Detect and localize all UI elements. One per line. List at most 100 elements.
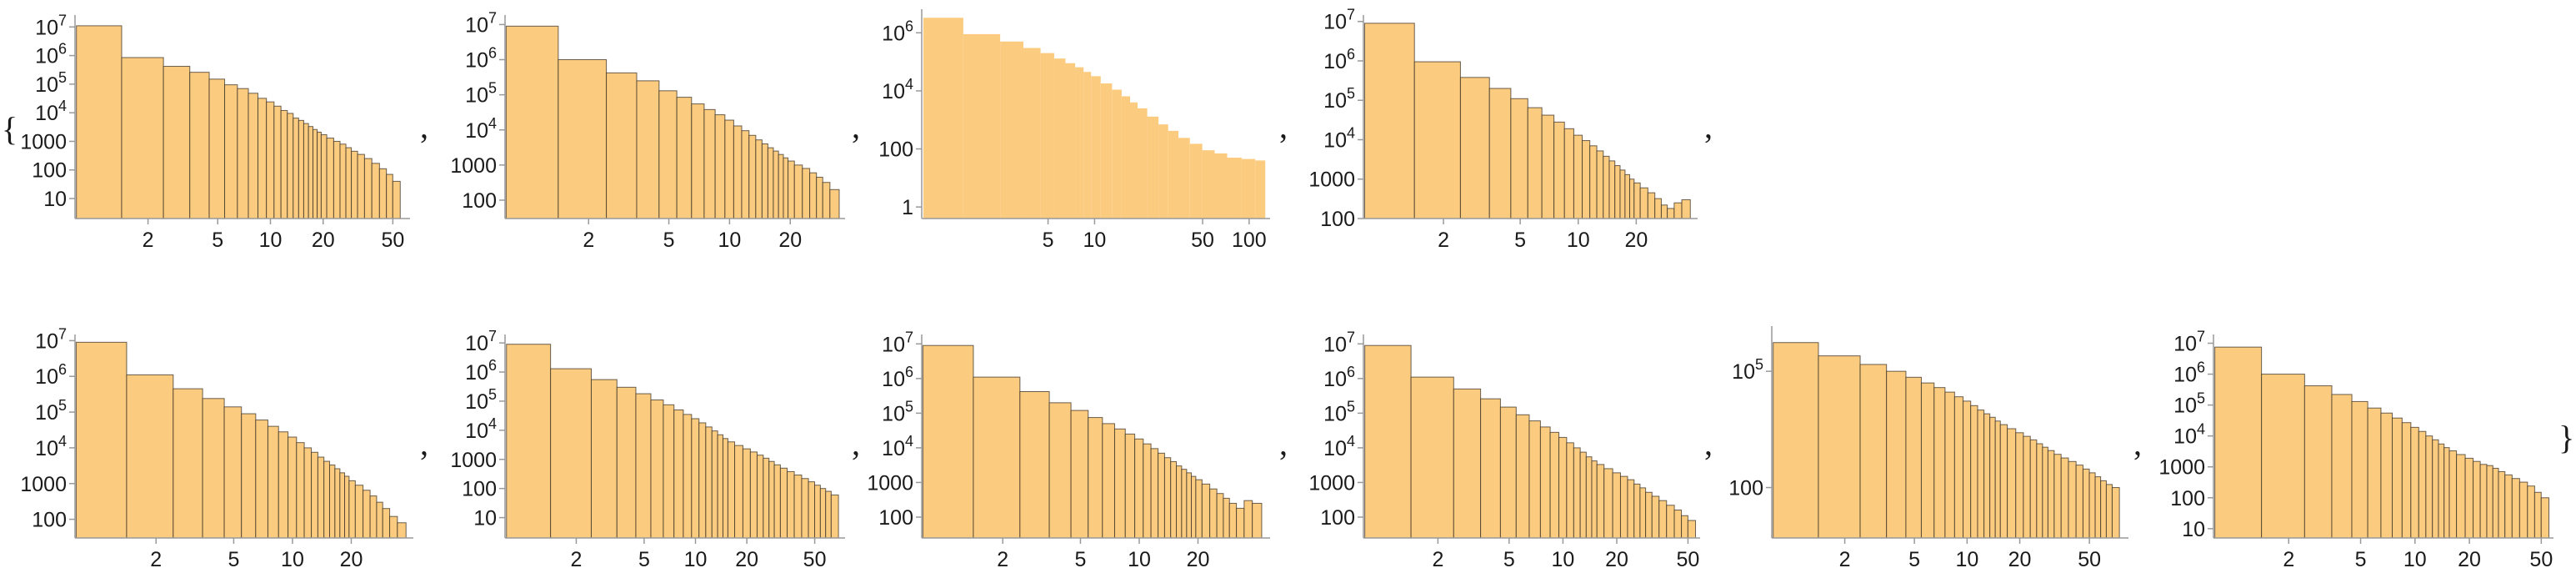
x-tick-label: 50 — [381, 229, 404, 252]
histogram-bar — [1673, 202, 1683, 219]
y-tick-label: 1000 — [450, 449, 497, 472]
histogram-bar — [2094, 476, 2102, 539]
x-tick-label: 20 — [735, 548, 758, 571]
x-tick-label: 5 — [2355, 548, 2367, 571]
histogram-bar — [590, 379, 618, 539]
histogram-bar — [313, 128, 318, 219]
histogram-plot: 2 5 10 20 100 1000 104 105 106 107 — [20, 325, 413, 571]
histogram-bar — [2047, 450, 2055, 539]
histogram-bar — [724, 119, 734, 219]
histogram-bar — [2443, 447, 2450, 539]
list-close-brace: } — [2558, 419, 2574, 456]
histogram-bar — [2486, 465, 2493, 539]
y-tick-label: 100 — [32, 509, 67, 532]
histogram-bar — [1566, 442, 1574, 539]
histogram-bar — [767, 147, 774, 219]
histogram-bar — [2380, 412, 2393, 539]
histogram-bar — [1134, 438, 1144, 539]
histogram-bar — [389, 515, 398, 539]
histogram-bar — [698, 422, 707, 539]
histogram-bar — [1859, 364, 1888, 539]
histogram-bar — [1236, 507, 1245, 539]
y-tick-label: 106 — [882, 18, 913, 45]
histogram-bar — [1970, 405, 1978, 539]
x-tick-label: 2 — [143, 229, 154, 252]
histogram-bar — [1573, 447, 1581, 539]
list-separator: , — [420, 108, 428, 145]
histogram-bar — [2392, 417, 2403, 539]
histogram-bar — [223, 406, 243, 539]
histogram-bar — [788, 160, 795, 219]
histogram-bar — [1241, 158, 1256, 219]
histogram-bar — [1905, 376, 1922, 539]
y-tick-label: 105 — [465, 386, 497, 414]
histogram-bar — [273, 105, 282, 219]
histogram-bar — [329, 465, 336, 539]
histogram-bar — [1048, 402, 1072, 539]
histogram-bar — [606, 72, 638, 219]
histogram-bar — [163, 66, 191, 219]
histogram-bar — [1147, 116, 1159, 219]
histogram-bar — [1189, 143, 1203, 219]
y-tick-label: 100 — [462, 189, 497, 213]
histogram-bar — [2007, 428, 2017, 539]
histogram-bar — [1933, 387, 1946, 539]
histogram-bar — [733, 125, 743, 219]
histogram-bar — [1053, 58, 1066, 219]
y-tick-label: 1000 — [450, 154, 497, 178]
histogram-bar — [1541, 114, 1555, 219]
y-tick-label: 104 — [35, 98, 67, 125]
histogram-bar — [1201, 483, 1211, 539]
histogram-bar — [825, 490, 832, 539]
histogram-bar — [354, 485, 364, 539]
x-tick-label: 10 — [718, 229, 741, 252]
histogram-bar — [1091, 76, 1101, 219]
x-tick-label: 50 — [1677, 548, 1700, 571]
x-tick-label: 10 — [281, 548, 304, 571]
histogram-bar — [773, 150, 779, 219]
list-separator: , — [1704, 108, 1713, 145]
histogram-bar — [1633, 182, 1641, 219]
histogram-bar — [255, 420, 268, 539]
histogram-bar — [2331, 394, 2353, 539]
histogram-bar — [1499, 406, 1517, 539]
histogram-bar — [1681, 199, 1691, 219]
histogram-bar — [2492, 467, 2499, 539]
histogram-bar — [963, 33, 1001, 219]
histogram-bar — [2504, 474, 2513, 539]
histogram-bar — [1563, 128, 1574, 219]
histogram-bar — [378, 168, 388, 219]
histogram-bar — [1088, 417, 1103, 539]
y-tick-label: 104 — [1323, 433, 1355, 460]
histogram-bar — [742, 448, 751, 539]
histogram-bar — [1083, 72, 1092, 219]
histogram-bar — [363, 158, 373, 219]
histogram-bar — [296, 442, 305, 539]
y-tick-label: 106 — [35, 41, 67, 68]
histogram-bar — [616, 386, 637, 539]
histogram-bar — [1573, 134, 1583, 219]
histogram-bar — [691, 103, 705, 219]
y-tick-label: 100 — [1728, 477, 1763, 500]
histogram-bar — [1773, 342, 1819, 539]
x-tick-label: 50 — [803, 548, 827, 571]
histogram-bar — [1191, 475, 1197, 539]
histogram-bar — [763, 457, 770, 539]
histogram-bar — [2053, 454, 2062, 539]
x-tick-label: 5 — [1514, 229, 1526, 252]
histogram-bar — [344, 475, 350, 539]
histogram-plot: 2 5 10 20 50 100 105 — [1728, 326, 2128, 571]
histogram-bar — [1619, 475, 1628, 539]
histogram-bar — [2498, 470, 2506, 539]
histogram-plot: 5 10 50 100 1 100 104 106 — [878, 9, 1270, 252]
histogram-bar — [173, 388, 203, 539]
x-tick-label: 20 — [1624, 229, 1648, 252]
histogram-bar — [1223, 497, 1230, 539]
y-tick-label: 105 — [465, 80, 497, 108]
histogram-bar — [1818, 355, 1861, 539]
y-tick-label: 104 — [1323, 124, 1355, 152]
histogram-bar — [1651, 495, 1660, 539]
histogram-bar — [1102, 423, 1115, 539]
histogram-bar — [1138, 108, 1148, 219]
